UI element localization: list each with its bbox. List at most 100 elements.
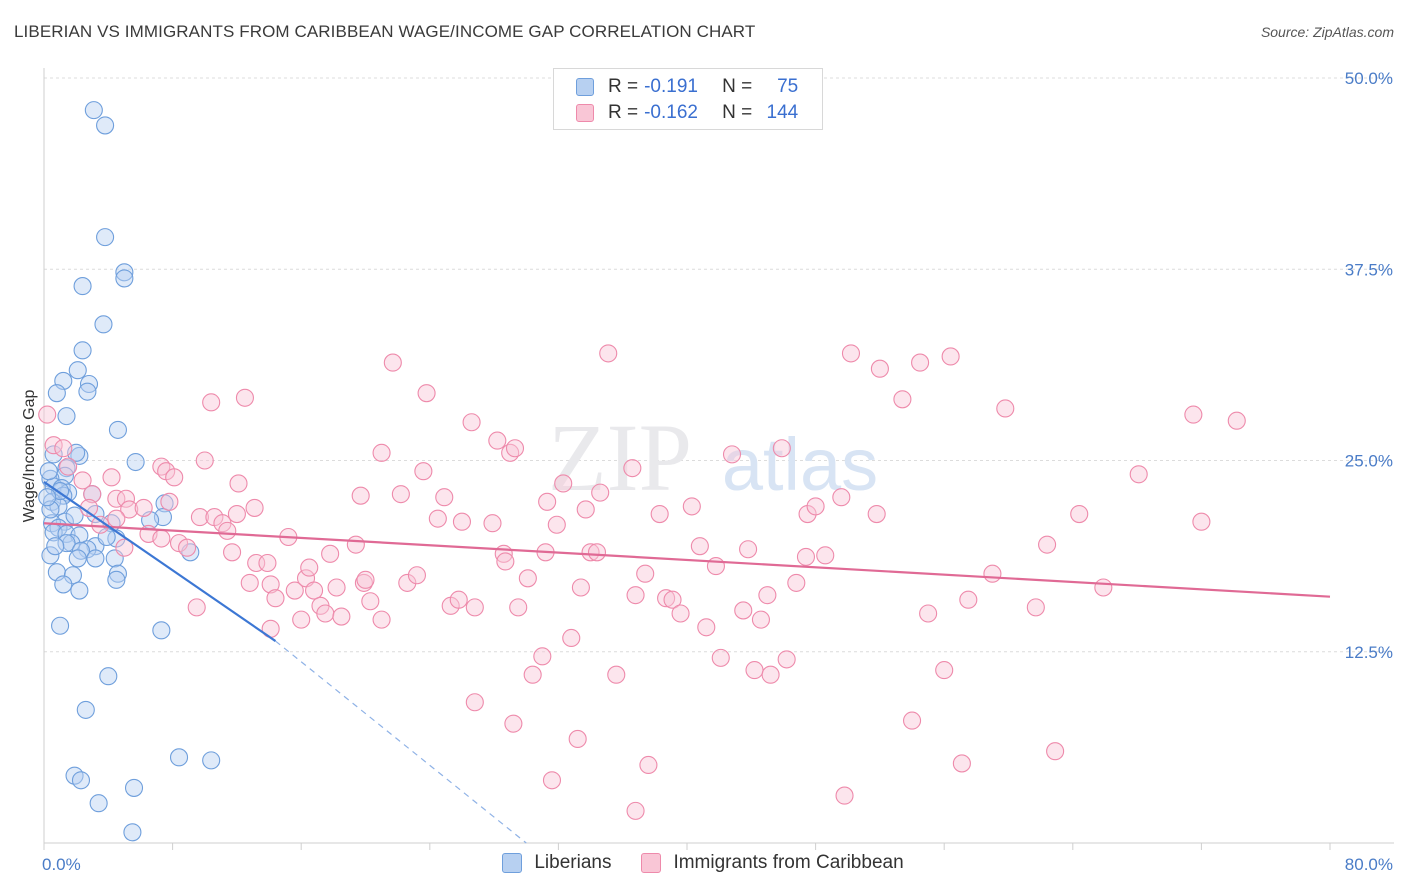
- y-tick-label: 37.5%: [1345, 260, 1393, 279]
- liberian-point: [108, 564, 127, 583]
- caribbean-point: [483, 514, 502, 533]
- caribbean-point: [538, 492, 557, 511]
- caribbean-point: [361, 592, 380, 611]
- caribbean-point: [772, 439, 791, 458]
- liberian-point: [123, 823, 142, 842]
- caribbean-point: [671, 604, 690, 623]
- caribbean-point: [870, 359, 889, 378]
- caribbean-point: [682, 497, 701, 516]
- caribbean-point: [663, 590, 682, 609]
- liberian-point: [86, 549, 105, 568]
- caribbean-point: [160, 492, 179, 511]
- caribbean-point: [835, 786, 854, 805]
- caribbean-point: [523, 665, 542, 684]
- legend-swatch-liberians: [502, 853, 523, 873]
- caribbean-point: [761, 665, 780, 684]
- source-credit[interactable]: Source: ZipAtlas.com: [1260, 24, 1394, 40]
- legend-r-label: R =: [608, 102, 639, 123]
- liberian-point: [70, 581, 89, 600]
- liberian-point: [79, 374, 99, 394]
- caribbean-point: [902, 711, 922, 730]
- caribbean-point: [54, 439, 73, 458]
- legend-n-label: N =: [722, 102, 753, 123]
- liberian-point: [73, 277, 92, 296]
- caribbean-point: [300, 558, 319, 577]
- caribbean-point: [1227, 411, 1246, 430]
- caribbean-point: [1026, 598, 1045, 617]
- caribbean-point: [398, 573, 417, 592]
- caribbean-point: [245, 498, 264, 517]
- caribbean-point: [1184, 405, 1203, 424]
- caribbean-point: [462, 413, 481, 432]
- caribbean-point: [449, 590, 468, 609]
- liberian-point: [89, 794, 108, 813]
- liberian-point: [96, 116, 115, 135]
- caribbean-point: [832, 488, 851, 507]
- trend-lines: [43, 481, 1331, 844]
- caribbean-point: [636, 564, 655, 583]
- caribbean-point: [650, 504, 669, 524]
- caribbean-point: [1046, 742, 1065, 761]
- caribbean-point: [372, 610, 391, 629]
- caribbean-point: [116, 489, 136, 508]
- legend-item-liberians[interactable]: Liberians: [502, 852, 611, 874]
- caribbean-point: [187, 598, 206, 617]
- caribbean-point: [547, 515, 566, 534]
- caribbean-point: [1094, 578, 1113, 597]
- caribbean-point: [941, 347, 960, 366]
- legend-r-value: -0.162: [644, 102, 698, 123]
- watermark-atlas: atlas: [722, 423, 878, 506]
- caribbean-point: [235, 388, 254, 407]
- caribbean-point: [261, 575, 280, 594]
- legend-r-value: -0.191: [644, 76, 698, 97]
- liberian-point: [71, 771, 91, 790]
- liberian-point: [68, 549, 87, 568]
- caribbean-point: [488, 431, 507, 450]
- caribbean-point: [332, 607, 351, 626]
- caribbean-point: [626, 586, 645, 605]
- caribbean-point: [452, 512, 472, 531]
- caribbean-point: [697, 618, 716, 637]
- caribbean-point: [518, 569, 537, 588]
- caribbean-point: [102, 468, 121, 487]
- legend-n-label: N =: [722, 76, 753, 97]
- caribbean-point: [407, 566, 426, 585]
- caribbean-point: [346, 535, 365, 554]
- caribbean-point: [1070, 504, 1089, 524]
- caribbean-point: [571, 578, 590, 597]
- caribbean-point: [496, 552, 515, 571]
- caribbean-point: [711, 648, 730, 667]
- caribbean-point: [599, 344, 618, 363]
- caribbean-point: [229, 474, 248, 493]
- caribbean-point: [952, 754, 971, 773]
- caribbean-point: [227, 504, 246, 524]
- tick-labels: 12.5% 25.0% 37.5% 50.0% 0.0% 80.0%: [42, 69, 1393, 874]
- caribbean-point: [607, 665, 626, 684]
- caribbean-point: [383, 353, 402, 372]
- legend-n-value: 75: [777, 76, 799, 97]
- caribbean-point: [305, 581, 324, 600]
- liberian-point: [63, 566, 82, 585]
- liberian-point: [57, 407, 76, 426]
- caribbean-point: [758, 586, 777, 605]
- caribbean-point: [120, 500, 139, 519]
- caribbean-point: [83, 485, 102, 504]
- caribbean-point: [983, 564, 1002, 583]
- caribbean-point: [509, 598, 528, 617]
- liberian-point: [54, 575, 73, 594]
- caribbean-point: [576, 500, 595, 519]
- caribbean-point: [178, 538, 197, 557]
- caribbean-point: [533, 647, 552, 666]
- series-caribbean: [38, 344, 1246, 820]
- legend-row-liberians: R = -0.191 N = 75: [576, 75, 798, 99]
- y-axis-label: Wage/Income Gap: [21, 390, 38, 523]
- caribbean-point: [115, 538, 134, 557]
- liberian-point: [47, 384, 66, 403]
- caribbean-point: [428, 509, 447, 528]
- caribbean-point: [223, 543, 242, 562]
- liberian-point: [73, 341, 92, 360]
- legend-item-caribbean[interactable]: Immigrants from Caribbean: [641, 852, 904, 874]
- liberian-point: [202, 751, 221, 770]
- caribbean-point: [321, 544, 340, 563]
- caribbean-point: [542, 771, 562, 790]
